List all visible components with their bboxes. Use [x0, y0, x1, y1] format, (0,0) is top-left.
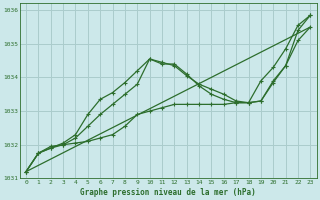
- X-axis label: Graphe pression niveau de la mer (hPa): Graphe pression niveau de la mer (hPa): [80, 188, 256, 197]
